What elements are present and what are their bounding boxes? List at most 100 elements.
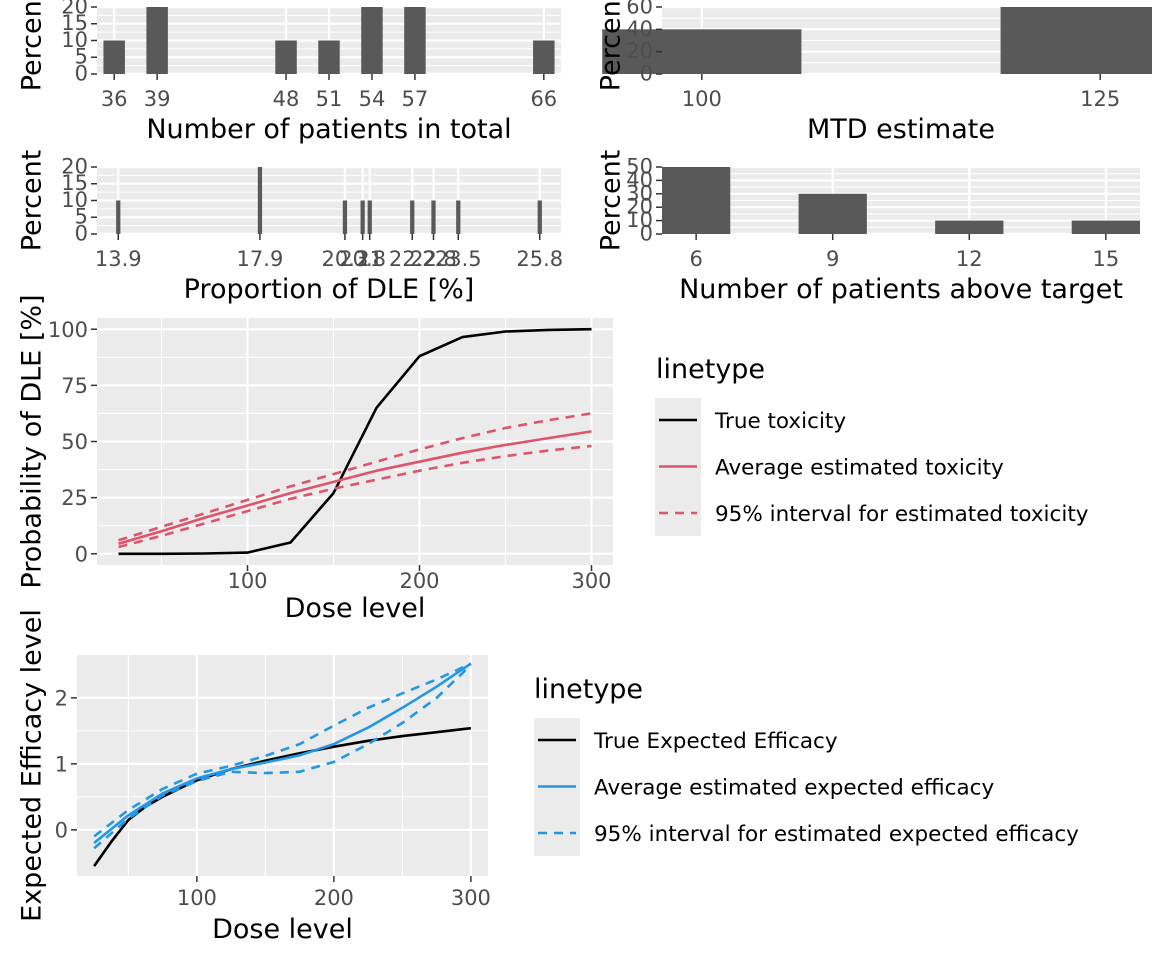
series-line-1 [118, 430, 592, 545]
x-tick-label: 100 [177, 886, 217, 910]
x-tick-label: 13.9 [95, 247, 142, 271]
x-tick-label: 6 [689, 247, 702, 271]
x-tick-label: 54 [359, 87, 386, 111]
y-tick-label: 50 [626, 154, 653, 178]
x-tick-label: 9 [826, 247, 839, 271]
series-line-3 [118, 412, 592, 542]
y-tick-label: 15 [61, 171, 88, 195]
y-tick-label: 40 [626, 17, 653, 41]
x-tick-label: 36 [101, 87, 128, 111]
legend: linetype True Expected Efficacy Average es… [534, 674, 1079, 856]
x-tick-label: 48 [273, 87, 300, 111]
bar [935, 220, 1004, 234]
y-tick-label: 10 [626, 208, 653, 232]
x-tick-label: 200 [314, 886, 354, 910]
panel-background [77, 655, 488, 876]
bar [431, 200, 436, 234]
series-line-1 [93, 662, 472, 845]
bar [1071, 220, 1140, 234]
bar [662, 167, 731, 234]
x-tick-label: 39 [144, 87, 171, 111]
bar [798, 193, 867, 234]
x-tick-label: 15 [1092, 247, 1119, 271]
series-line-2 [118, 444, 592, 549]
series-line-0 [118, 327, 592, 556]
x-tick-label: 17.9 [237, 247, 284, 271]
y-tick-label: 20 [626, 39, 653, 63]
y-tick-label: 0 [640, 221, 653, 245]
bar [404, 7, 426, 74]
bar [103, 40, 125, 74]
x-axis-title: Proportion of DLE [%] [184, 274, 475, 305]
y-tick-label: 10 [61, 188, 88, 212]
series-line-3 [93, 662, 472, 838]
y-tick-label: 5 [75, 205, 88, 229]
x-tick-label: 66 [530, 87, 557, 111]
x-axis-title: Number of patients in total [146, 114, 511, 145]
legend-label: Average estimated expected efficacy [594, 776, 994, 801]
bar [1000, 7, 1152, 74]
x-tick-label: 21 [356, 247, 383, 271]
x-axis-title: MTD estimate [807, 114, 995, 145]
y-tick-label: 30 [626, 181, 653, 205]
bar [257, 167, 263, 234]
y-tick-label: 20 [61, 154, 88, 178]
y-axis-title: Expected Efficacy level [17, 609, 48, 922]
y-axis-title: Percent [596, 150, 627, 252]
y-tick-label: 75 [61, 374, 88, 398]
y-tick-label: 0 [55, 818, 68, 842]
bar [342, 200, 348, 234]
y-tick-label: 40 [626, 168, 653, 192]
bar [318, 40, 340, 74]
legend-label: 95% interval for estimated toxicity [715, 502, 1089, 527]
y-tick-label: 2 [55, 686, 68, 710]
y-tick-label: 15 [61, 11, 88, 35]
x-axis-title: Dose level [285, 593, 426, 624]
legend-label: 95% interval for estimated expected effi… [594, 822, 1079, 847]
bar [361, 7, 383, 74]
bar [602, 29, 802, 74]
y-axis-title: Percent [17, 0, 48, 91]
legend-label: True toxicity [714, 409, 846, 434]
legend-title: linetype [534, 674, 643, 705]
bar [367, 200, 372, 234]
x-tick-label: 20.8 [339, 247, 386, 271]
y-tick-label: 50 [61, 430, 88, 454]
y-tick-label: 5 [75, 45, 88, 69]
bar [456, 200, 461, 234]
y-tick-label: 25 [61, 486, 88, 510]
y-tick-label: 0 [640, 61, 653, 85]
bar [533, 40, 555, 74]
y-tick-label: 10 [61, 28, 88, 52]
x-tick-label: 51 [316, 87, 343, 111]
x-tick-label: 22.2 [389, 247, 436, 271]
y-tick-label: 100 [48, 318, 88, 342]
legend: linetype True toxicity Average estimated t… [655, 354, 1089, 536]
y-tick-label: 60 [626, 0, 653, 18]
chart-efficacy_curve: 0 1 2 100 200 300 Dose level Expected Efficacy … [17, 609, 1080, 945]
series-line-2 [93, 663, 472, 850]
x-tick-label: 125 [1080, 87, 1120, 111]
y-tick-label: 20 [626, 195, 653, 219]
y-tick-label: 20 [61, 0, 88, 18]
y-tick-label: 0 [75, 221, 88, 245]
x-tick-label: 12 [956, 247, 983, 271]
legend-label: Average estimated toxicity [715, 456, 1004, 481]
x-tick-label: 300 [571, 569, 611, 593]
legend-label: True Expected Efficacy [593, 729, 838, 754]
x-tick-label: 57 [402, 87, 429, 111]
x-tick-label: 22.8 [410, 247, 457, 271]
x-tick-label: 25.8 [516, 247, 563, 271]
y-axis-title: Percent [17, 150, 48, 252]
x-tick-label: 200 [399, 569, 439, 593]
bar [275, 40, 297, 74]
y-axis-title: Percent [596, 0, 627, 91]
bar [410, 200, 415, 234]
x-tick-label: 20.3 [322, 247, 369, 271]
y-tick-label: 0 [75, 61, 88, 85]
